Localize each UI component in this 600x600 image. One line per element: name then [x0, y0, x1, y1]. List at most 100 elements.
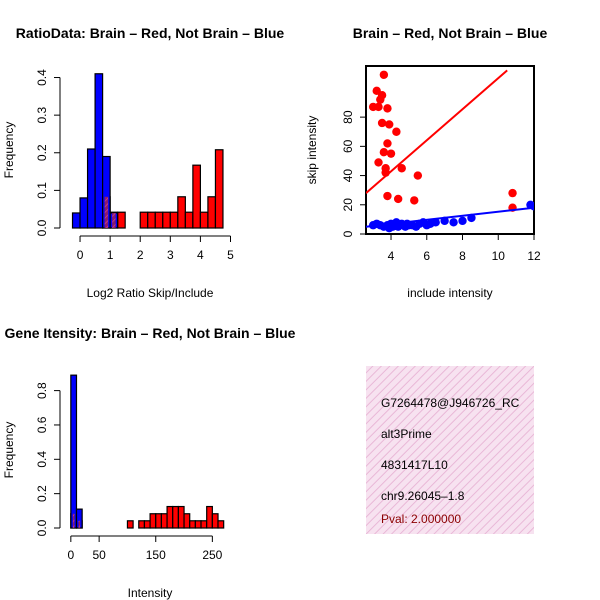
ratio-overlap-bar-1	[112, 212, 116, 228]
scatter-chart-title: Brain – Red, Not Brain – Blue	[353, 25, 548, 41]
ratio-brain-bar-9	[184, 211, 194, 229]
intensity-overlap-bar-1	[78, 520, 81, 528]
intensity-xtick-label-0: 0	[67, 548, 74, 562]
intensity-ytick-label-4: 0.8	[35, 382, 49, 399]
intensity-brain-bar-5	[149, 513, 157, 529]
intensity-brain-bar-3	[138, 520, 146, 529]
info-box-background	[366, 366, 534, 534]
intensity-histogram: 0.0 0.2 0.4 0.6 0.8 0 50 150 250	[35, 374, 225, 562]
scatter-xtick-label-3: 10	[492, 249, 506, 263]
scatter-notbrain-point-29	[529, 202, 534, 211]
ratio-chart-title: RatioData: Brain – Red, Not Brain – Blue	[16, 25, 285, 41]
ratio-xtick-label-3: 3	[167, 248, 174, 262]
ratio-notbrain-bar-2	[86, 148, 96, 229]
scatter-xtick-label-0: 4	[388, 249, 395, 263]
ratio-brain-bar-4	[147, 211, 156, 229]
intensity-brain-bar-9	[172, 505, 179, 529]
intensity-brain-bar-17	[217, 520, 225, 529]
scatter-ytick-label-2: 40	[341, 169, 355, 183]
ratio-notbrain-bar-1	[79, 197, 89, 229]
scatter-ytick-label-1: 20	[341, 198, 355, 212]
info-pval: Pval: 2.000000	[381, 512, 461, 526]
scatter-xtick-label-1: 6	[423, 249, 430, 263]
scatter-brain-point-0	[379, 70, 389, 79]
ratio-notbrain-bar-0	[71, 212, 81, 229]
intensity-chart-title: Gene Itensity: Brain – Red, Not Brain – …	[5, 325, 296, 341]
scatter-brain-point-10	[383, 139, 392, 148]
scatter-brain-point-22	[410, 196, 419, 205]
scatter-brain-point-5	[368, 102, 378, 112]
info-event-type: alt3Prime	[381, 427, 432, 441]
ratio-ytick-label-1: 0.1	[35, 182, 49, 199]
intensity-brain-bar-8	[166, 505, 174, 529]
ratio-ytick-label-3: 0.3	[35, 106, 49, 123]
scatter-points-layer	[366, 69, 534, 233]
intensity-ytick-label-2: 0.4	[35, 451, 49, 468]
info-location: chr9.26045–1.8	[381, 489, 465, 503]
ratio-overlap-bar-0	[104, 196, 109, 228]
scatter-notbrain-point-25	[449, 218, 458, 227]
scatter-brain-point-16	[397, 164, 406, 173]
ratio-brain-bar-10	[192, 164, 201, 229]
ratio-ytick-label-0: 0.0	[35, 219, 49, 236]
intensity-brain-bar-16	[211, 513, 219, 529]
scatter-ytick-label-4: 80	[341, 110, 355, 124]
scatter-ytick-label-0: 0	[341, 230, 355, 237]
scatter-brain-point-7	[377, 118, 387, 128]
intensity-brain-bar-7	[160, 513, 168, 529]
intensity-brain-bar-4	[143, 520, 151, 529]
ratio-xtick-label-1: 1	[107, 248, 114, 262]
ratio-ytick-label-4: 0.4	[35, 69, 49, 86]
scatter-xtick-label-2: 8	[459, 249, 466, 263]
intensity-notbrain-bar-0	[70, 374, 78, 529]
ratio-histogram: 0.0 0.1 0.2 0.3 0.4 0 1 2 3 4 5	[35, 69, 234, 262]
ratio-brain-bar-8	[177, 196, 186, 229]
ratio-xtick-label-2: 2	[137, 248, 144, 262]
scatter-brain-point-8	[385, 120, 394, 129]
scatter-brain-fit-line	[366, 69, 508, 194]
scatter-xtick-label-4: 12	[527, 249, 541, 263]
intensity-ytick-label-3: 0.6	[35, 416, 49, 433]
intensity-xtick-label-1: 50	[92, 548, 106, 562]
scatter-ylabel: skip intensity	[305, 116, 319, 185]
ratio-xtick-label-5: 5	[227, 248, 234, 262]
scatter-plot-frame	[365, 65, 535, 235]
info-clone: 4831417L10	[381, 458, 448, 472]
ratio-ytick-label-2: 0.2	[35, 144, 49, 161]
scatter-brain-point-11	[379, 147, 389, 157]
scatter-brain-point-20	[508, 188, 517, 198]
ratio-brain-bar-2	[117, 211, 126, 229]
info-event-id: G7264478@J946726_RC	[381, 396, 520, 410]
scatter-brain-point-13	[374, 158, 383, 167]
intensity-brain-bar-10	[177, 505, 185, 529]
scatter-brain-point-9	[392, 127, 401, 136]
intensity-brain-bar-6	[155, 513, 163, 529]
ratio-brain-bar-3	[139, 211, 149, 229]
scatter-notbrain-fit-line	[366, 206, 534, 228]
intensity-brain-bar-15	[206, 505, 213, 529]
scatter-brain-point-18	[383, 191, 392, 201]
ratio-xtick-label-4: 4	[197, 248, 204, 262]
intensity-xlabel: Intensity	[128, 586, 173, 600]
intensity-brain-bar-12	[189, 520, 196, 529]
ratio-brain-bar-7	[169, 211, 179, 229]
scatter-notbrain-point-23	[431, 218, 440, 227]
scatter-brain-point-6	[383, 104, 392, 113]
scatter-brain-point-19	[393, 194, 403, 204]
intensity-ylabel: Frequency	[2, 422, 16, 479]
ratio-xtick-label-0: 0	[77, 248, 84, 262]
ratio-xlabel: Log2 Ratio Skip/Include	[87, 286, 214, 300]
scatter-plot: 0 20 40 60 80 4 6 8 10 12	[341, 65, 541, 263]
intensity-brain-bar-13	[194, 520, 202, 529]
scatter-brain-point-12	[386, 149, 396, 158]
ratio-brain-bar-11	[199, 211, 209, 229]
intensity-brain-bar-2	[126, 520, 134, 529]
intensity-xtick-label-3: 250	[202, 548, 222, 562]
ratio-ylabel: Frequency	[2, 122, 16, 179]
ratio-brain-bar-5	[154, 211, 164, 229]
scatter-brain-point-17	[413, 171, 423, 180]
scatter-brain-point-3	[377, 91, 387, 100]
intensity-brain-bar-11	[183, 513, 191, 529]
intensity-overlap-bar-0	[72, 513, 75, 528]
